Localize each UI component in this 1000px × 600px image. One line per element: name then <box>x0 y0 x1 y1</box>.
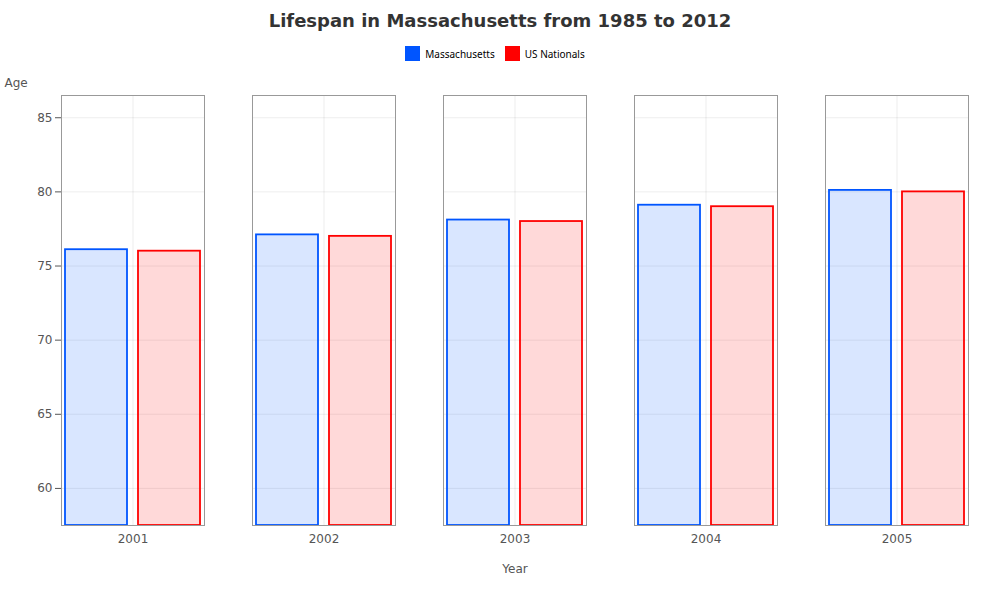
html-text:Lifespan in Massachusetts from: Lifespan in Massachusetts from 1985 to 2… <box>268 10 732 31</box>
svg-text:2003: 2003 <box>500 532 531 546</box>
svg-text:2005: 2005 <box>882 532 913 546</box>
html-text:Massachusetts: Massachusetts <box>425 46 495 61</box>
svg-text:2001: 2001 <box>118 532 149 546</box>
svg-text:2002: 2002 <box>309 532 340 546</box>
svg-text:2004: 2004 <box>691 532 722 546</box>
svg-text:85: 85 <box>37 111 52 125</box>
svg-text:80: 80 <box>37 185 52 199</box>
svg-text:Year: Year <box>501 562 527 576</box>
svg-text:70: 70 <box>37 333 52 347</box>
svg-text:60: 60 <box>37 481 52 495</box>
svg-text:65: 65 <box>37 407 52 421</box>
svg-text:75: 75 <box>37 259 52 273</box>
svg-text:Age: Age <box>5 76 28 90</box>
html-text:US Nationals: US Nationals <box>524 46 585 61</box>
